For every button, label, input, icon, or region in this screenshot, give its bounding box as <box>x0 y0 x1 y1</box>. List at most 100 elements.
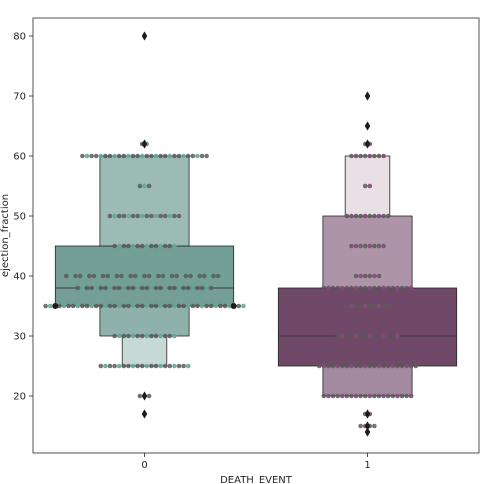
swarm-point-0 <box>139 243 145 249</box>
swarm-point-1 <box>349 363 354 369</box>
swarm-point-0 <box>176 363 182 369</box>
swarm-point-0 <box>176 213 182 219</box>
outlier-1 <box>364 91 371 101</box>
swarm-point-0 <box>149 243 154 249</box>
outlier-layer <box>52 31 371 437</box>
swarm-point-1 <box>399 363 405 369</box>
swarm-point-1 <box>385 393 391 399</box>
swarm-point-1 <box>372 303 377 309</box>
swarm-point-0 <box>144 303 150 309</box>
swarm-point-1 <box>353 243 359 249</box>
swarm-point-0 <box>218 303 223 309</box>
swarm-point-0 <box>185 153 191 159</box>
box-0-2 <box>99 155 190 247</box>
swarm-point-1 <box>358 273 363 279</box>
swarm-point-1 <box>330 363 336 369</box>
swarm-point-0 <box>172 243 177 249</box>
swarm-point-1 <box>362 303 368 309</box>
swarm-point-1 <box>362 363 368 369</box>
x-tick-label-1: 1 <box>364 460 370 471</box>
swarm-point-1 <box>381 363 386 369</box>
swarm-point-0 <box>149 153 154 159</box>
swarm-point-1 <box>362 273 368 279</box>
swarm-point-1 <box>390 285 396 291</box>
box-1-2 <box>322 365 413 397</box>
swarm-point-1 <box>376 303 382 309</box>
swarm-point-0 <box>126 243 131 249</box>
swarm-point-0 <box>167 363 173 369</box>
swarm-point-1 <box>376 243 382 249</box>
swarm-point-1 <box>376 285 382 291</box>
swarm-point-0 <box>126 213 131 219</box>
swarm-point-0 <box>146 393 152 399</box>
outlier-1 <box>364 409 371 419</box>
swarm-point-0 <box>142 273 147 279</box>
box-0-1 <box>99 305 190 337</box>
y-tick-label-60: 60 <box>13 152 26 163</box>
y-tick-label-40: 40 <box>13 272 26 283</box>
swarm-point-0 <box>135 285 140 291</box>
swarm-point-1 <box>376 393 382 399</box>
y-tick-label-20: 20 <box>13 392 26 403</box>
swarm-point-1 <box>385 285 391 291</box>
swarm-point-0 <box>89 285 94 291</box>
swarm-point-0 <box>43 303 48 309</box>
swarm-point-0 <box>119 273 124 279</box>
swarm-point-1 <box>349 303 354 309</box>
swarm-point-0 <box>153 303 159 309</box>
swarm-point-0 <box>199 153 205 159</box>
swarm-point-0 <box>153 363 159 369</box>
swarm-point-0 <box>176 303 182 309</box>
x-tick-label-0: 0 <box>141 460 147 471</box>
swarm-point-1 <box>344 303 350 309</box>
swarm-point-0 <box>84 285 90 291</box>
swarm-point-0 <box>185 303 191 309</box>
swarm-point-0 <box>112 303 117 309</box>
swarm-point-0 <box>137 183 143 189</box>
swarm-point-0 <box>80 153 85 159</box>
swarm-point-1 <box>358 213 363 219</box>
swarm-point-1 <box>399 285 405 291</box>
y-tick-label-80: 80 <box>13 32 26 43</box>
swarm-point-0 <box>172 333 177 339</box>
swarm-point-0 <box>77 273 83 279</box>
swarm-point-0 <box>195 303 200 309</box>
swarm-point-0 <box>188 273 193 279</box>
swarm-point-1 <box>385 213 391 219</box>
swarm-point-0 <box>185 363 191 369</box>
swarm-point-0 <box>126 363 131 369</box>
swarm-point-1 <box>367 393 373 399</box>
swarm-point-1 <box>353 213 359 219</box>
swarm-point-0 <box>121 363 127 369</box>
y-axis-label: ejection_fraction <box>0 194 11 277</box>
swarm-point-1 <box>358 243 363 249</box>
swarm-point-0 <box>130 243 136 249</box>
swarm-point-0 <box>123 273 129 279</box>
swarm-point-0 <box>149 213 154 219</box>
swarm-point-1 <box>335 285 340 291</box>
swarm-point-1 <box>390 393 396 399</box>
swarm-point-0 <box>87 273 92 279</box>
swarm-point-0 <box>57 303 62 309</box>
swarm-point-0 <box>116 303 122 309</box>
swarm-point-0 <box>135 333 140 339</box>
swarm-point-0 <box>185 285 191 291</box>
swarm-point-0 <box>135 213 140 219</box>
swarm-point-0 <box>211 273 216 279</box>
swarm-point-0 <box>165 273 170 279</box>
swarm-point-1 <box>376 153 382 159</box>
swarm-point-1 <box>381 333 386 339</box>
swarm-point-1 <box>404 393 409 399</box>
swarm-point-1 <box>376 333 382 339</box>
swarm-point-0 <box>149 333 154 339</box>
swarm-point-0 <box>135 153 140 159</box>
swarm-point-0 <box>98 285 104 291</box>
swarm-point-1 <box>349 153 354 159</box>
swarm-point-0 <box>103 153 108 159</box>
swarm-point-0 <box>172 363 177 369</box>
swarm-point-0 <box>181 303 186 309</box>
swarm-point-0 <box>110 273 115 279</box>
swarm-point-0 <box>93 153 99 159</box>
swarm-point-1 <box>353 363 359 369</box>
